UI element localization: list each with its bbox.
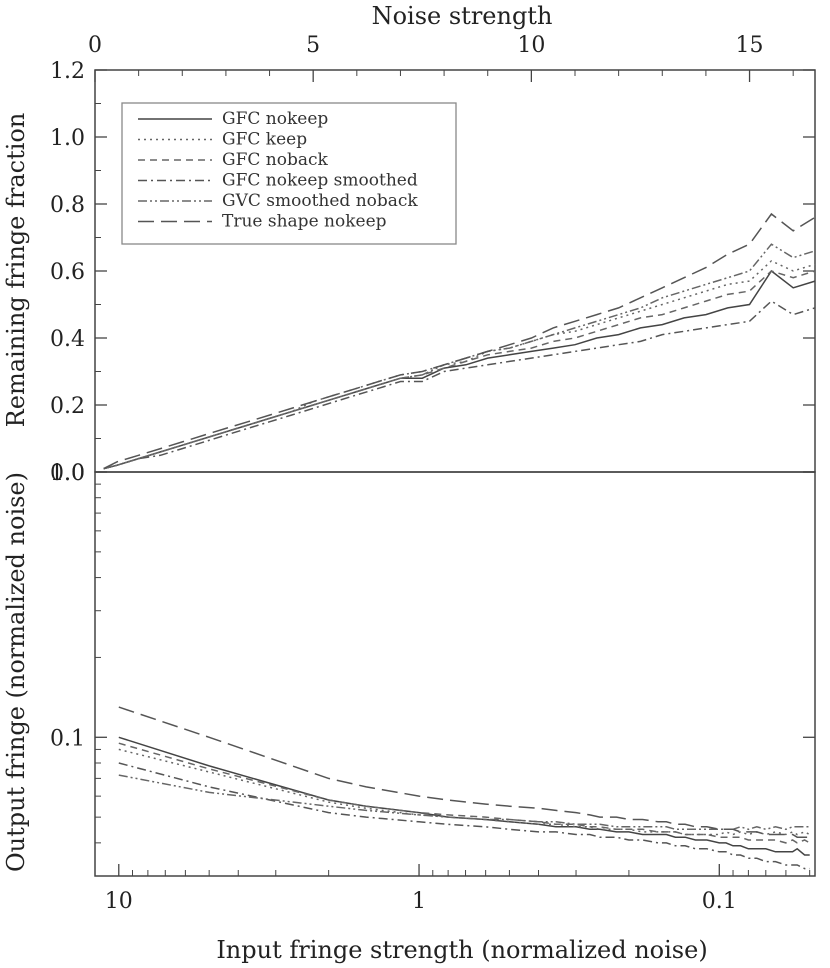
top-panel-frame <box>94 69 816 473</box>
bottom-series-line-6 <box>118 706 810 838</box>
bottom-x-tick-label: 1 <box>412 889 426 914</box>
top-x-tick-label: 10 <box>517 33 545 58</box>
top-series-line-5 <box>103 243 816 470</box>
legend-label-6: True shape nokeep <box>222 212 387 232</box>
top-y-tick-label: 0.8 <box>50 193 85 218</box>
bottom-panel-frame <box>94 471 816 877</box>
bottom-series-line-5 <box>118 774 810 831</box>
top-x-tick-label: 15 <box>736 33 764 58</box>
top-y-tick-label: 0.6 <box>50 260 85 285</box>
legend-label-5: GVC smoothed noback <box>222 191 418 211</box>
top-y-tick-label: 0.0 <box>50 461 85 486</box>
bottom-x-tick-label: 0.1 <box>702 889 737 914</box>
top-x-tick-label: 0 <box>88 33 102 58</box>
top-y-tick-label: 1.2 <box>50 59 85 84</box>
top-y-axis-title: Remaining fringe fraction <box>2 113 30 428</box>
top-panel: 0 5 10 15 0.0 0.2 0.4 0.6 0.8 1.0 1.2 <box>50 33 816 486</box>
top-series-line-4 <box>103 300 816 470</box>
top-y-tick-label: 0.4 <box>50 327 85 352</box>
top-y-tick-label: 1.0 <box>50 126 85 151</box>
legend-box <box>121 102 457 245</box>
top-y-tick-label: 0.2 <box>50 394 85 419</box>
top-series-line-3 <box>103 270 816 470</box>
bottom-series-line-3 <box>118 742 811 844</box>
bottom-series-line-4 <box>118 762 810 870</box>
bottom-x-axis-title: Input fringe strength (normalized noise) <box>216 936 707 964</box>
legend-label-4: GFC nokeep smoothed <box>222 171 418 191</box>
bottom-series-line-2 <box>118 748 811 836</box>
legend-label-3: GFC noback <box>222 150 329 170</box>
legend-label-2: GFC keep <box>222 130 307 150</box>
bottom-y-tick-label: 1.0 <box>50 461 85 486</box>
bottom-x-tick-label: 10 <box>105 889 133 914</box>
top-x-tick-label: 5 <box>306 33 320 58</box>
bottom-y-tick-label: 0.1 <box>50 726 85 751</box>
top-axis-title: Noise strength <box>372 2 553 30</box>
bottom-y-axis-title: Output fringe (normalized noise) <box>2 472 30 872</box>
bottom-panel: 0.1 1.0 10 1 0.1 <box>50 461 816 914</box>
bottom-series-line-1 <box>118 736 810 856</box>
legend-label-1: GFC nokeep <box>222 109 328 129</box>
top-series-line-2 <box>103 260 816 470</box>
top-series-line-6 <box>103 212 816 470</box>
